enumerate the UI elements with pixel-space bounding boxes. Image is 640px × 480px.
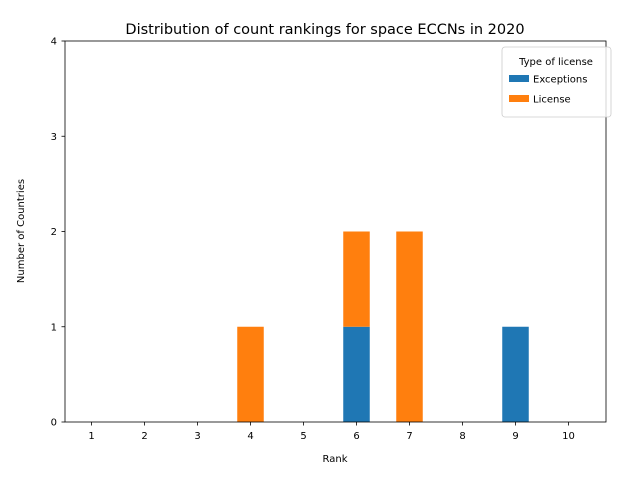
legend-box — [501, 46, 612, 118]
x-tick-label: 9 — [512, 431, 518, 442]
bar-license-rank-7 — [396, 231, 423, 422]
legend-label-exceptions: Exceptions — [533, 75, 587, 86]
y-axis-label: Number of Countries — [16, 179, 27, 283]
y-tick-label: 3 — [51, 132, 57, 143]
y-tick-label: 4 — [51, 37, 57, 48]
bars-group — [237, 231, 529, 422]
x-axis-label: Rank — [323, 454, 348, 465]
y-tick-label: 0 — [51, 418, 57, 429]
x-tick-label: 5 — [300, 431, 306, 442]
x-tick-label: 8 — [459, 431, 465, 442]
bar-license-rank-6 — [343, 231, 370, 327]
x-axis-ticks: 1 2 3 4 5 6 7 8 9 10 — [88, 422, 575, 442]
bar-exceptions-rank-6 — [343, 326, 370, 422]
x-tick-label: 6 — [353, 431, 359, 442]
bar-exceptions-rank-9 — [502, 326, 529, 422]
y-tick-label: 1 — [51, 322, 57, 333]
legend-title: Type of license — [518, 57, 593, 68]
bar-license-rank-4 — [237, 326, 264, 422]
y-axis-ticks: 0 1 2 3 4 — [51, 37, 65, 429]
legend: Type of license Exceptions License — [501, 46, 612, 118]
x-tick-label: 10 — [562, 431, 575, 442]
legend-swatch-license — [509, 95, 529, 102]
x-tick-label: 7 — [406, 431, 412, 442]
x-tick-label: 2 — [141, 431, 147, 442]
legend-label-license: License — [533, 95, 571, 106]
x-tick-label: 4 — [247, 431, 253, 442]
chart-title: Distribution of count rankings for space… — [125, 22, 524, 38]
y-tick-label: 2 — [51, 227, 57, 238]
x-tick-label: 1 — [88, 431, 94, 442]
legend-swatch-exceptions — [509, 75, 529, 82]
x-tick-label: 3 — [194, 431, 200, 442]
